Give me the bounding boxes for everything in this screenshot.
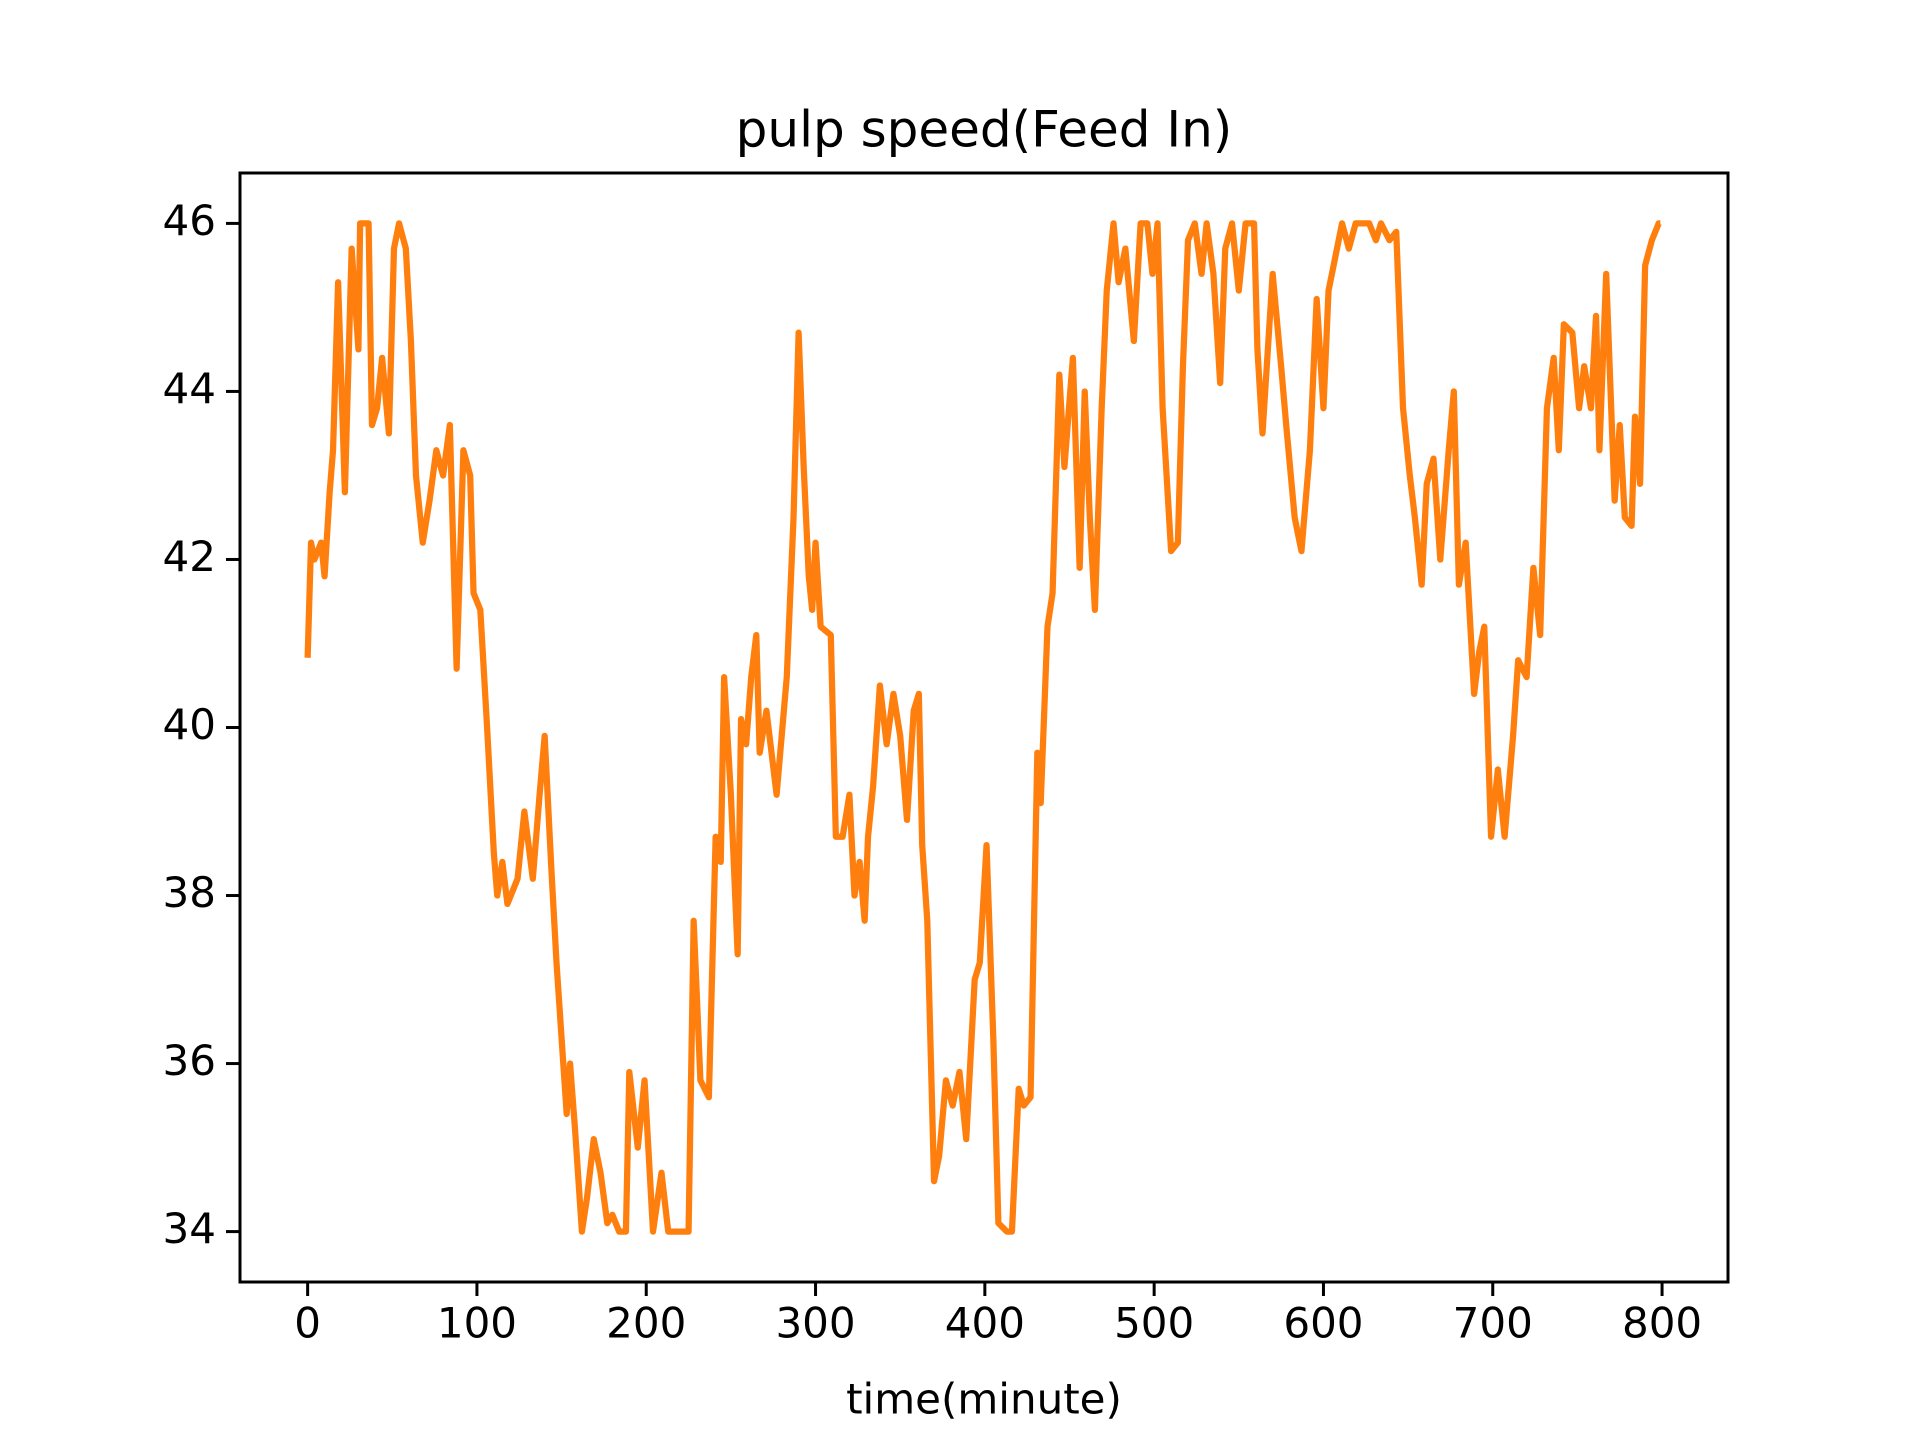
y-tick-label: 34 xyxy=(163,1204,216,1253)
x-axis-label: time(minute) xyxy=(846,1375,1122,1424)
y-tick-label: 36 xyxy=(163,1036,216,1085)
x-tick-label: 100 xyxy=(437,1299,517,1348)
chart-title: pulp speed(Feed In) xyxy=(736,101,1233,159)
y-tick-label: 42 xyxy=(163,532,216,581)
x-tick-label: 200 xyxy=(606,1299,686,1348)
x-tick-label: 700 xyxy=(1453,1299,1533,1348)
y-tick-label: 44 xyxy=(163,364,216,413)
x-tick-label: 400 xyxy=(945,1299,1025,1348)
x-tick-label: 600 xyxy=(1283,1299,1363,1348)
x-tick-label: 0 xyxy=(294,1299,321,1348)
x-tick-label: 500 xyxy=(1114,1299,1194,1348)
x-tick-label: 300 xyxy=(775,1299,855,1348)
x-tick-label: 800 xyxy=(1622,1299,1702,1348)
plot-frame xyxy=(238,171,1730,1284)
y-tick-label: 40 xyxy=(163,700,216,749)
series-line xyxy=(304,220,1662,1235)
y-tick-label: 38 xyxy=(163,868,216,917)
y-tick-label: 46 xyxy=(163,196,216,245)
